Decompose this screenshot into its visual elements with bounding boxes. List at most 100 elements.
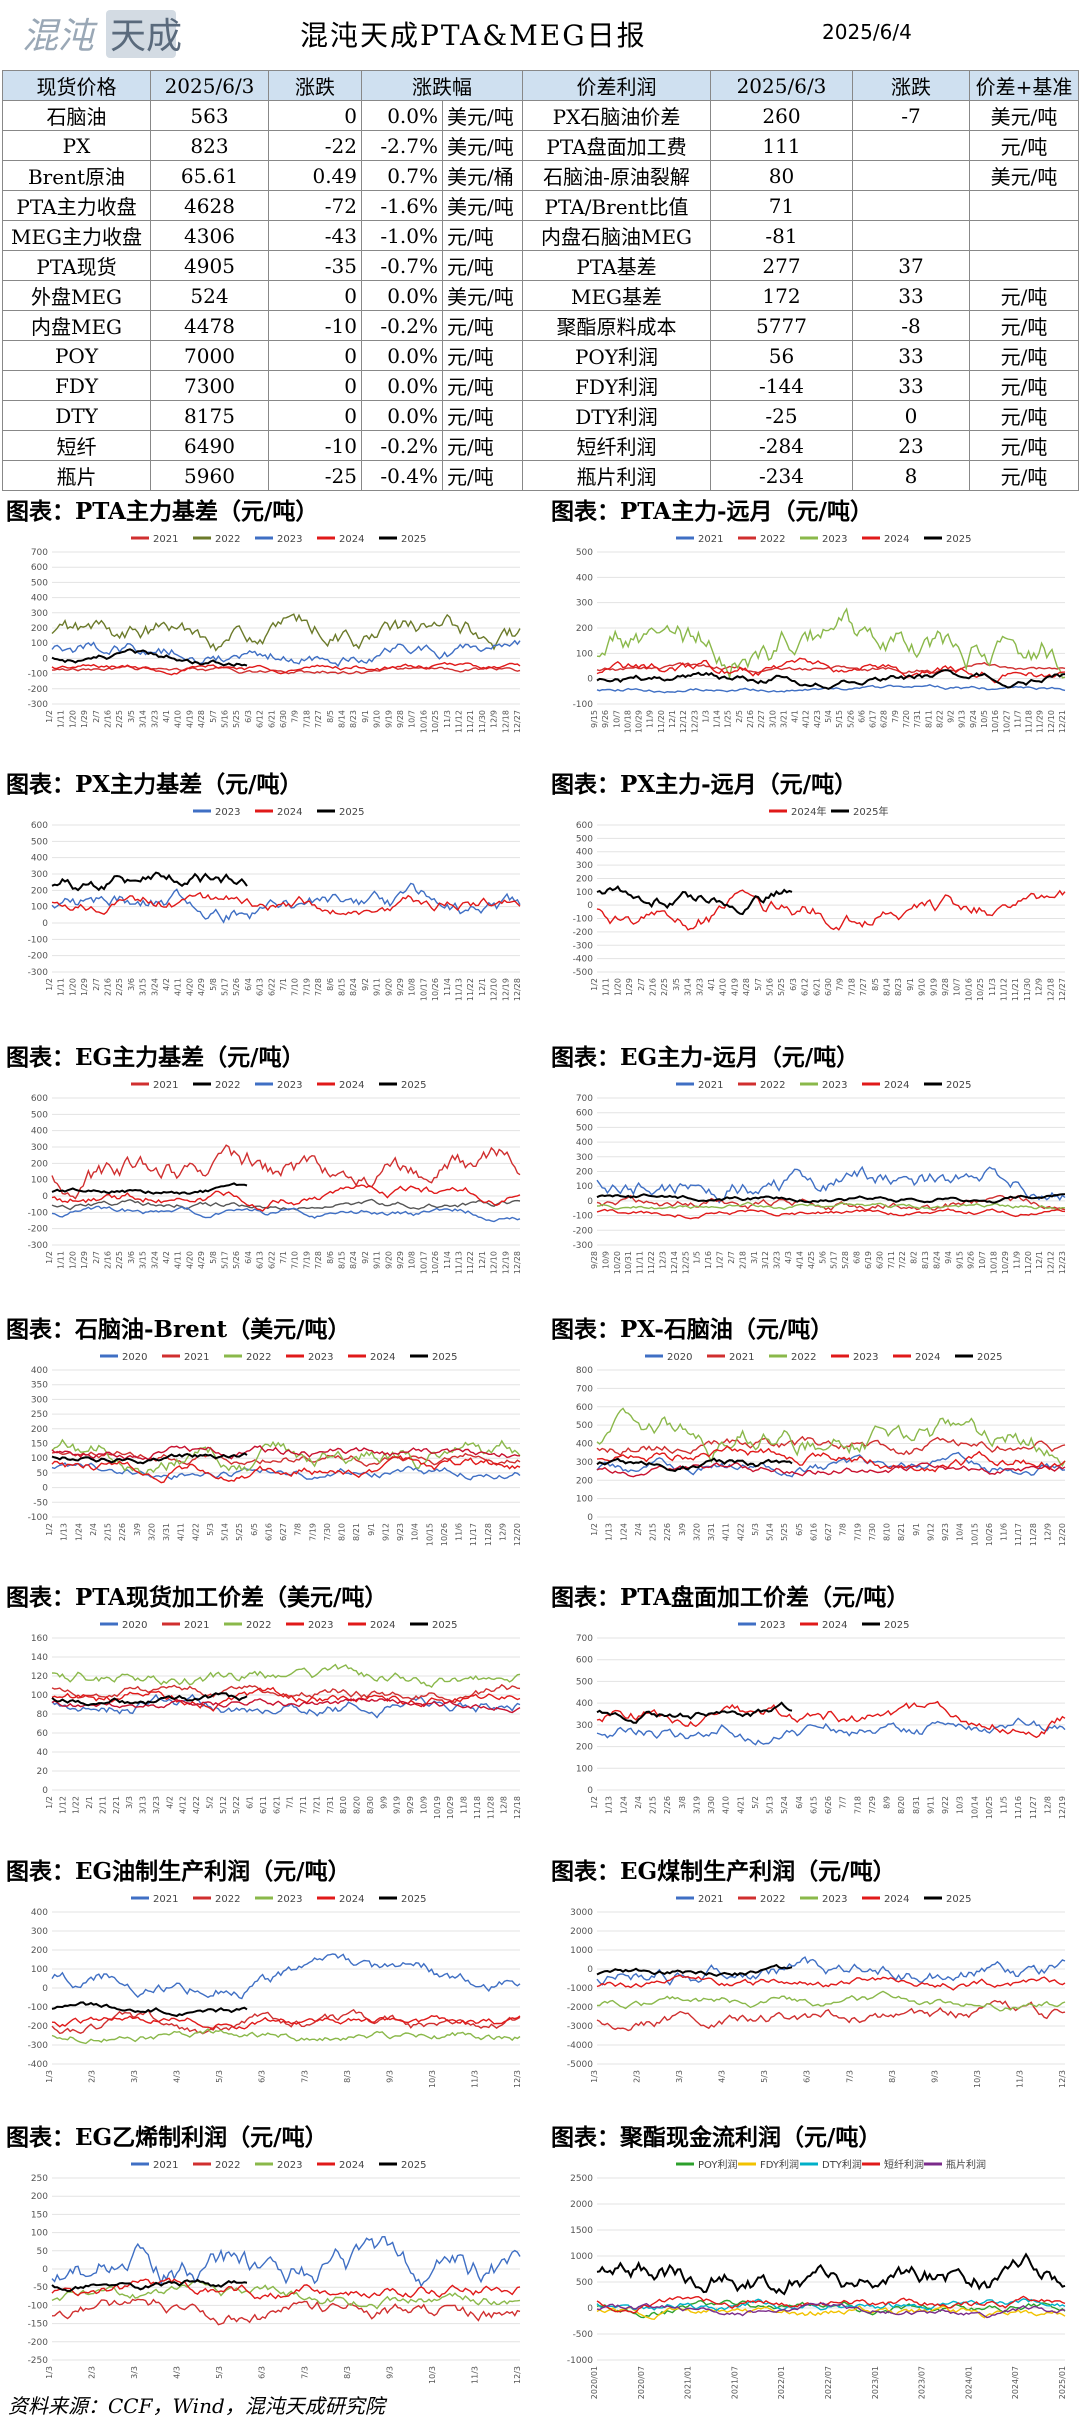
- x-tick-label: 6/30: [279, 710, 288, 728]
- legend-label: 2024: [370, 1620, 395, 1631]
- x-tick-label: 10/3: [428, 2070, 437, 2088]
- y-tick-label: 2000: [570, 2200, 593, 2210]
- x-tick-label: 6/21: [272, 1796, 281, 1814]
- x-tick-label: 12/18: [1046, 978, 1055, 1001]
- x-tick-label: 5/17: [830, 1251, 839, 1269]
- table-cell: PTA基差: [522, 250, 711, 281]
- x-tick-label: 8/21: [897, 1523, 906, 1541]
- x-tick-label: 2024/01: [964, 2366, 973, 2399]
- x-tick-label: 6/1: [246, 1796, 255, 1809]
- legend-item: FDY利润: [738, 2158, 799, 2171]
- line-chart: 2020 2021 2022 2023 2024 2025 400 350 300 250 200 1…: [2, 1344, 532, 1559]
- table-cell: FDY利润: [522, 370, 711, 401]
- x-tick-label: 12/9: [498, 1523, 507, 1541]
- x-tick-label: 2/26: [663, 1796, 672, 1814]
- x-tick-label: 5/7: [209, 710, 218, 723]
- x-tick-label: 6/22: [267, 978, 276, 996]
- x-tick-label: 6/3: [803, 2070, 812, 2083]
- x-tick-label: 2/4: [634, 1523, 643, 1536]
- legend-label: 2022: [760, 534, 785, 545]
- table-cell: 277: [710, 250, 853, 281]
- legend-label: 2024: [884, 1894, 909, 1905]
- x-tick-label: 8/3: [343, 2366, 352, 2379]
- y-tick-label: 300: [31, 870, 48, 880]
- x-tick-label: 10/7: [612, 710, 621, 728]
- legend-item: 2022: [738, 1080, 785, 1091]
- x-tick-label: 5/28: [841, 1251, 850, 1269]
- x-tick-label: 5/6: [818, 1251, 827, 1264]
- table-cell: PX石脑油价差: [522, 100, 711, 131]
- table-cell: 0.0%: [361, 400, 443, 431]
- legend-label: 2023: [308, 1352, 333, 1363]
- report-header: 混沌 天成 混沌天成PTA&MEG日报 2025/6/4: [0, 0, 1080, 70]
- x-tick-label: 6/12: [801, 978, 810, 996]
- table-cell: 元/吨: [969, 130, 1079, 161]
- y-tick-label: 100: [31, 903, 48, 913]
- x-tick-label: 11/21: [466, 710, 475, 733]
- x-tick-label: 2/7: [92, 710, 101, 723]
- x-tick-label: 5/26: [232, 1251, 241, 1269]
- company-logo: 混沌 天成: [22, 10, 182, 58]
- chart-svg: 2023 2024 2025 700 600 500 400 300 200 100 01/2 1/1…: [576, 1620, 1067, 1819]
- legend-item: 2025: [924, 1894, 971, 1905]
- x-tick-label: 2023/01: [871, 2366, 880, 2399]
- x-tick-label: 7/7: [839, 1796, 848, 1809]
- x-tick-label: 4/22: [192, 1796, 201, 1814]
- x-tick-label: 10/9: [419, 1796, 428, 1814]
- y-tick-label: 1000: [570, 2252, 593, 2262]
- series-line: [596, 1462, 1066, 1478]
- y-tick-label: -400: [28, 2060, 49, 2070]
- x-tick-label: 11/21: [1011, 978, 1020, 1001]
- y-tick-label: -200: [573, 1226, 594, 1236]
- legend-item: POY利润: [676, 2158, 737, 2171]
- y-tick-label: 600: [576, 1656, 593, 1666]
- x-tick-label: 10/27: [1002, 710, 1011, 733]
- x-tick-label: 6/13: [256, 1251, 265, 1269]
- x-tick-label: 2020/01: [590, 2366, 599, 2399]
- table-cell: 0.49: [268, 160, 362, 191]
- x-tick-label: 3/24: [150, 1251, 159, 1269]
- x-tick-label: 9/3: [385, 2070, 394, 2083]
- header-date-right: 2025/6/3: [710, 70, 853, 101]
- legend-item: 2020: [100, 1620, 147, 1631]
- legend-label: 2020: [122, 1620, 147, 1631]
- legend-item: 2024: [317, 1894, 364, 1905]
- y-tick-label: 20: [37, 1767, 49, 1777]
- x-tick-label: 3/23: [773, 1251, 782, 1269]
- x-tick-label: 1/2: [45, 1523, 54, 1536]
- table-cell: 元/吨: [969, 370, 1079, 401]
- table-cell: 4478: [150, 310, 269, 341]
- x-tick-label: 12/12: [679, 710, 688, 733]
- x-tick-label: 3/21: [779, 710, 788, 728]
- table-cell: POY利润: [522, 340, 711, 371]
- table-cell: 23: [852, 430, 970, 461]
- x-tick-label: 4/19: [730, 978, 739, 996]
- x-tick-label: 4/10: [174, 710, 183, 728]
- x-tick-label: 2/15: [649, 1796, 658, 1814]
- x-tick-label: 4/22: [191, 1523, 200, 1541]
- x-tick-label: 8/14: [883, 978, 892, 996]
- x-tick-label: 3/31: [707, 1523, 716, 1541]
- x-tick-label: 2/16: [104, 1251, 113, 1269]
- x-tick-label: 6/3: [258, 2070, 267, 2083]
- x-tick-label: 6/5: [795, 1523, 804, 1536]
- legend-label: 2023: [277, 1894, 302, 1905]
- x-tick-label: 5/3: [760, 2070, 769, 2083]
- x-tick-label: 4/3: [784, 1251, 793, 1264]
- x-tick-label: 1/3: [45, 2366, 54, 2379]
- x-tick-label: 7/10: [291, 1251, 300, 1269]
- legend-item: 2022: [769, 1352, 816, 1363]
- y-tick-label: 0: [42, 1984, 48, 1994]
- x-tick-label: 12/8: [500, 1796, 509, 1814]
- x-tick-label: 9/1: [912, 1523, 921, 1536]
- x-tick-label: 1/29: [80, 710, 89, 728]
- line-chart: POY利润 FDY利润 DTY利润 短纤利润 瓶片利润 2500 2000 1500 1000 5…: [547, 2152, 1077, 2402]
- y-tick-label: 500: [31, 1110, 48, 1120]
- table-cell: 33: [852, 370, 970, 401]
- legend-label: 2024: [370, 1352, 395, 1363]
- table-cell: 111: [710, 130, 853, 161]
- x-tick-label: 4/29: [197, 1251, 206, 1269]
- line-chart: 2023 2024 2025 600 500 400 300 200 100 0 -100 -200 -…: [2, 799, 532, 1014]
- x-tick-label: 3/3: [130, 2070, 139, 2083]
- table-row: PX 823 -22 -2.7% 美元/吨 PTA盘面加工费 111 元/吨: [2, 130, 1079, 161]
